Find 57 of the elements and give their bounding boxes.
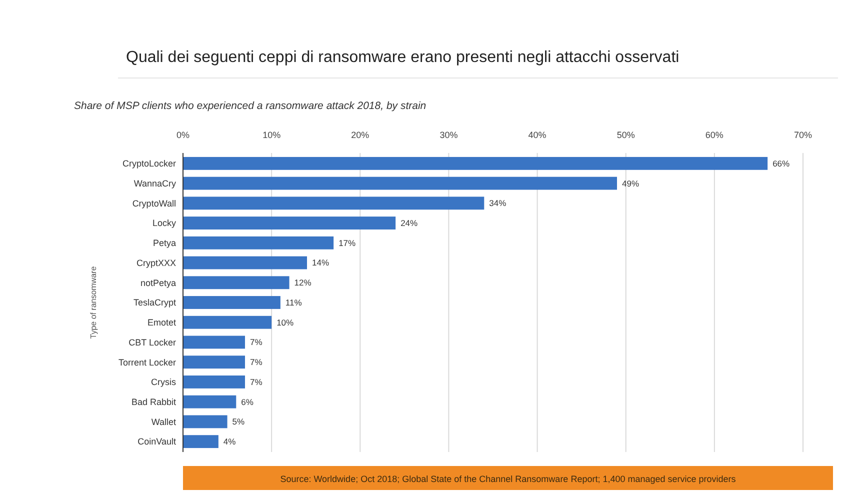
y-tick-label: CryptXXX <box>136 258 176 268</box>
y-tick-label: Locky <box>152 218 176 228</box>
bar <box>183 256 307 270</box>
x-tick-label: 10% <box>262 130 281 140</box>
bar <box>183 276 290 290</box>
x-tick-label: 20% <box>351 130 370 140</box>
data-label: 5% <box>232 416 246 427</box>
bar <box>183 336 245 349</box>
y-tick-label: notPetya <box>140 278 176 288</box>
x-tick-label: 70% <box>794 130 812 140</box>
x-tick-label: 30% <box>440 130 458 140</box>
bar <box>183 415 228 428</box>
data-label: 12% <box>294 278 312 288</box>
bar <box>183 176 617 190</box>
source-note: Source: Worldwide; Oct 2018; Global State of the Channel Ransomware Report; 1,400 managed service providers <box>280 474 736 484</box>
data-label: 7% <box>250 337 263 348</box>
data-label: 7% <box>250 376 263 387</box>
y-tick-label: Crysis <box>151 377 176 388</box>
x-tick-label: 50% <box>616 130 635 140</box>
bar <box>183 216 396 230</box>
data-label: 7% <box>250 357 263 368</box>
y-tick-label: Emotet <box>147 318 176 328</box>
data-label: 14% <box>312 258 330 268</box>
bar <box>183 236 334 250</box>
y-tick-label: Torrent Locker <box>118 357 176 368</box>
data-label: 11% <box>285 297 302 308</box>
x-tick-label: 60% <box>705 130 724 140</box>
bar <box>183 316 272 329</box>
bar <box>183 395 236 408</box>
y-tick-label: CoinVault <box>138 436 176 447</box>
y-axis-title: Type of ransomware <box>89 266 98 339</box>
y-tick-label: CryptoWall <box>132 198 176 208</box>
y-tick-label: Bad Rabbit <box>131 396 176 407</box>
data-label: 49% <box>622 178 640 188</box>
data-label: 34% <box>489 198 507 208</box>
bar <box>183 376 245 388</box>
data-label: 10% <box>276 317 294 328</box>
data-label: 17% <box>338 238 356 248</box>
y-tick-label: TeslaCrypt <box>133 298 176 308</box>
y-tick-label: Petya <box>152 238 176 248</box>
chart-subtitle: Share of MSP clients who experienced a ransomware attack 2018, by strain <box>74 100 426 112</box>
y-tick-label: CryptoLocker <box>122 158 176 169</box>
chart-title: Quali dei seguenti ceppi di ransomware erano presenti negli attacchi osservati <box>126 49 680 66</box>
y-tick-label: WannaCry <box>134 178 176 188</box>
y-tick-label: CBT Locker <box>128 337 176 348</box>
data-label: 6% <box>241 396 254 407</box>
data-label: 4% <box>223 436 236 447</box>
bar <box>183 196 484 210</box>
bar <box>183 435 218 448</box>
data-label: 66% <box>772 158 790 168</box>
x-tick-label: 0% <box>176 130 190 140</box>
x-tick-label: 40% <box>528 130 546 140</box>
bar <box>183 156 768 170</box>
bar <box>183 296 280 309</box>
bar <box>183 356 245 369</box>
y-tick-label: Wallet <box>151 416 176 427</box>
data-label: 24% <box>400 218 418 228</box>
